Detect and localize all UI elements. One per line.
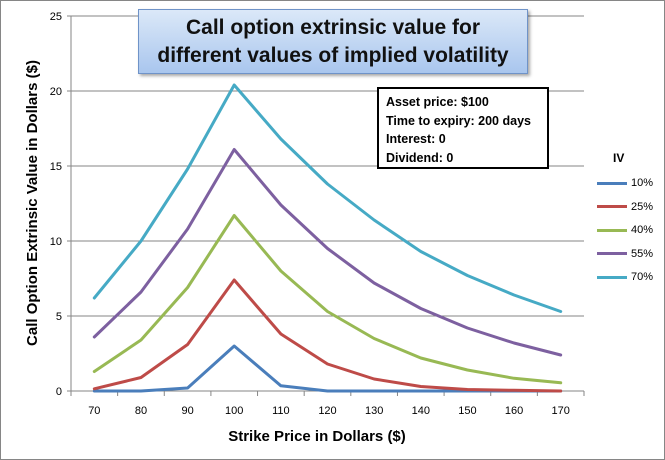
legend-swatch: [597, 275, 627, 279]
interest-text: Interest: 0: [386, 132, 446, 146]
chart-title: Call option extrinsic value for differen…: [157, 15, 509, 67]
legend-swatch: [597, 228, 627, 232]
x-tick-label: 80: [135, 405, 147, 417]
y-tick-label: 15: [50, 161, 62, 173]
legend-label: 70%: [631, 271, 654, 283]
x-tick-label: 120: [318, 405, 336, 417]
y-tick-label: 10: [50, 236, 62, 248]
legend-item: 70%: [597, 270, 653, 284]
x-tick-label: 110: [272, 405, 290, 417]
x-tick-label: 70: [88, 405, 100, 417]
x-tick-label: 160: [505, 405, 523, 417]
legend-swatch: [597, 252, 627, 255]
time-to-expiry-text: Time to expiry: 200 days: [386, 113, 531, 128]
series-line-40pct: [92, 214, 563, 385]
x-tick-label: 170: [552, 405, 570, 417]
legend-item: 10%: [597, 176, 653, 190]
y-axis-title: Call Option Extrinsic Value in Dollars (…: [24, 60, 41, 346]
x-tick-label: 140: [412, 405, 430, 417]
y-tick-label: 5: [56, 311, 62, 323]
legend-swatch: [597, 181, 627, 185]
series-line-70pct: [92, 83, 563, 313]
y-tick-label: 20: [50, 86, 62, 98]
series-lines: [92, 83, 563, 393]
dividend-text: Dividend: 0: [386, 150, 454, 165]
x-tick-label: 150: [458, 405, 476, 417]
legend-label: 40%: [631, 224, 654, 236]
parameters-annotation: Asset price: $100 Time to expiry: 200 da…: [377, 87, 549, 169]
x-tick-label: 100: [225, 405, 243, 417]
legend-swatch: [597, 205, 627, 208]
y-tick-label: 0: [56, 386, 62, 398]
legend-item: 40%: [597, 223, 653, 237]
chart-title-box: Call option extrinsic value for differen…: [138, 9, 528, 74]
asset-price-text: Asset price: $100: [386, 95, 489, 109]
series-line-55pct: [92, 148, 563, 357]
legend-item: 25%: [597, 200, 653, 214]
x-tick-label: 90: [181, 405, 193, 417]
series-line-25pct: [92, 278, 563, 393]
x-tick-label: 130: [365, 405, 383, 417]
legend-item: 55%: [597, 247, 653, 261]
series-line-10pct: [92, 344, 563, 393]
legend-label: 10%: [631, 177, 654, 189]
y-tick-label: 25: [50, 11, 62, 23]
legend-label: 25%: [631, 200, 654, 213]
legend-title: IV: [613, 151, 625, 165]
x-axis-title: Strike Price in Dollars ($): [228, 428, 406, 445]
legend-label: 55%: [631, 247, 654, 260]
